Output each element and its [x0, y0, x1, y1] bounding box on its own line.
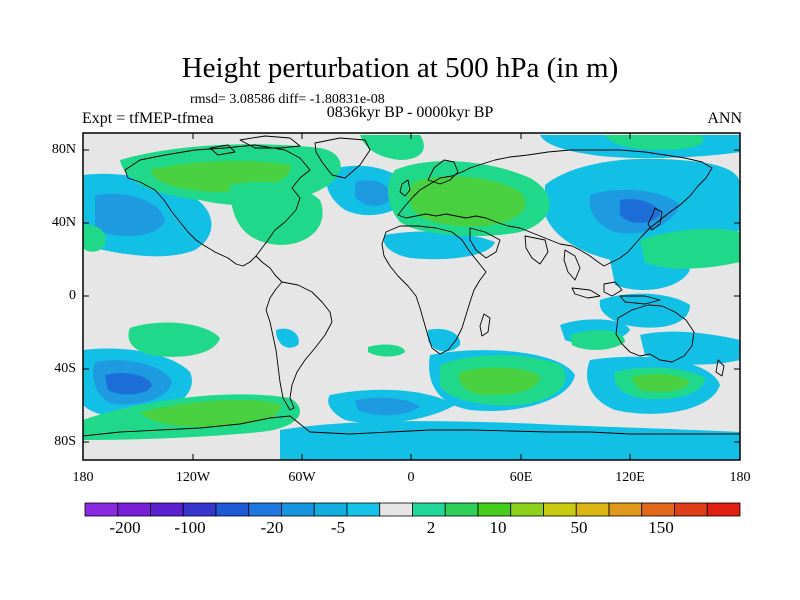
colorbar-label: -200 — [109, 518, 141, 537]
colorbar-swatch — [281, 502, 315, 517]
colorbar-label: 2 — [426, 518, 436, 537]
colorbar-label: -100 — [174, 518, 206, 537]
positive-anomaly-fields — [83, 135, 740, 440]
colorbar-swatch — [674, 502, 708, 517]
lat-tick-label: 40N — [51, 215, 76, 230]
lon-tick-label: 60W — [288, 470, 316, 485]
colorbar-label: -20 — [260, 518, 284, 537]
lon-tick-label: 180 — [729, 470, 751, 485]
colorbar-label: 150 — [648, 518, 674, 537]
coastlines — [83, 135, 740, 437]
colorbar-swatch — [379, 502, 413, 517]
colorbar-swatch — [510, 502, 544, 517]
lat-tick-label: 0 — [69, 288, 76, 303]
colorbar-swatch — [444, 502, 479, 517]
colorbar-swatch — [575, 502, 610, 517]
lon-tick-label: 0 — [407, 470, 415, 485]
colorbar-swatch — [346, 502, 381, 517]
colorbar-swatch — [412, 502, 446, 517]
experiment-label: Expt = tfMEP-tfmea — [82, 110, 214, 127]
season-label: ANN — [707, 110, 742, 127]
lon-tick-label: 60E — [509, 470, 533, 485]
colorbar-swatch — [248, 502, 282, 517]
colorbar-swatch — [641, 502, 675, 517]
colorbar-swatch — [150, 502, 184, 517]
lon-tick-label: 120W — [175, 470, 211, 485]
lat-tick-label: 80S — [54, 434, 76, 449]
colorbar-swatch — [182, 502, 217, 517]
lon-tick-label: 180 — [72, 470, 94, 485]
colorbar-swatch — [706, 502, 741, 517]
colorbar-swatch — [84, 502, 119, 517]
lon-tick-label: 120E — [615, 470, 645, 485]
colorbar-swatch — [313, 502, 348, 517]
stats-text: rmsd= 3.08586 diff= -1.80831e-08 — [190, 92, 385, 107]
lat-tick-label: 80N — [51, 142, 76, 157]
colorbar-label: 10 — [489, 518, 507, 537]
lat-tick-label: 40S — [54, 361, 76, 376]
map-title: Height perturbation at 500 hPa (in m) — [181, 52, 619, 84]
colorbar-label: -5 — [330, 518, 346, 537]
colorbar-swatch — [215, 502, 250, 517]
period-label: 0836kyr BP - 0000kyr BP — [326, 104, 494, 121]
colorbar-swatch — [543, 502, 577, 517]
colorbar-label: 50 — [570, 518, 588, 537]
colorbar — [84, 502, 741, 517]
map-plot-area — [83, 133, 740, 460]
colorbar-swatch — [608, 502, 643, 517]
colorbar-swatch — [117, 502, 151, 517]
colorbar-swatch — [477, 502, 512, 517]
axis-ticks — [83, 133, 740, 460]
